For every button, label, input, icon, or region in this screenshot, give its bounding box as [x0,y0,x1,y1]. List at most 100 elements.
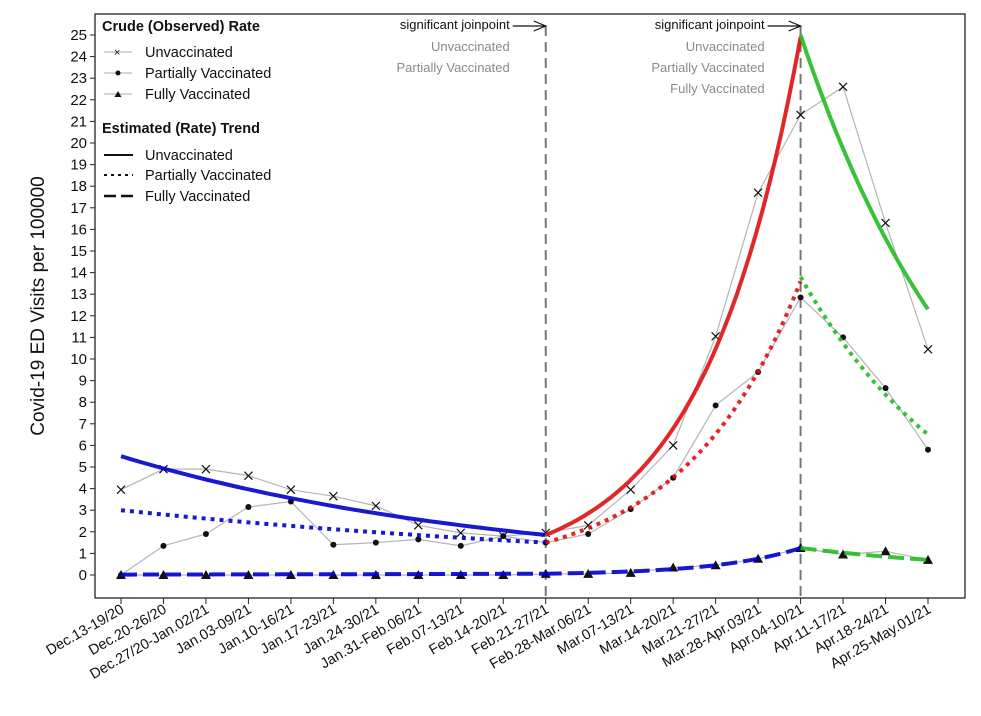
crude-point-x [456,528,466,538]
legend-trend-title: Estimated (Rate) Trend [102,121,260,137]
y-tick-label: 15 [70,243,87,260]
crude-point-triangle [200,570,211,579]
crude-point-triangle [243,570,254,579]
svg-text:Fully Vaccinated: Fully Vaccinated [145,189,250,205]
crude-point-triangle [625,567,636,577]
y-tick-label: 5 [79,459,87,476]
y-tick-label: 25 [70,27,87,44]
crude-point-triangle [880,546,891,556]
y-tick-label: 23 [70,70,87,87]
y-tick-label: 0 [79,567,87,584]
crude-point-x [796,110,806,120]
crude-series [116,82,933,579]
y-tick-label: 10 [70,351,87,368]
trend-line-fully-vaccinated [545,546,802,576]
crude-point-x [371,501,381,511]
svg-text:×: × [114,47,120,59]
crude-point-triangle [583,568,594,578]
crude-point-dot [160,542,167,549]
y-tick-label: 21 [70,113,87,130]
legend-trend-partially: Partially Vaccinated [104,168,271,184]
joinpoint-arrow [767,20,803,32]
legend-trend-fully: Fully Vaccinated [104,189,250,205]
joinpoint-label: significant joinpoint [400,17,510,32]
y-tick-label: 22 [70,92,87,109]
legend-crude-fully: Fully Vaccinated [104,87,250,103]
joinpoint-group-label: Partially Vaccinated [651,60,764,75]
y-tick-label: 7 [79,416,87,433]
crude-point-x [243,471,253,481]
crude-point-x [116,485,126,495]
y-tick-label: 20 [70,135,87,152]
trend-line-partially-vaccinated [798,275,930,437]
svg-text:Unvaccinated: Unvaccinated [145,148,233,164]
y-tick-label: 6 [79,437,87,454]
y-tick-label: 1 [79,545,87,562]
trend-line-unvaccinated [798,34,930,311]
crude-point-dot [797,294,804,301]
crude-point-x [626,485,636,495]
crude-point-x [753,188,763,198]
joinpoint-lines: significant joinpoint Unvaccinated Partial… [397,17,803,598]
y-tick-label: 2 [79,524,87,541]
legend-crude-partially: Partially Vaccinated [104,66,271,82]
legend-crude-unvaccinated: × Unvaccinated [104,45,233,61]
svg-text:Partially Vaccinated: Partially Vaccinated [145,168,271,184]
crude-point-dot [500,533,507,540]
x-axis: Dec.13-19/20Dec.20-26/20Dec.27/20-Jan.02… [44,598,934,683]
crude-point-x [838,82,848,92]
y-axis-label: Covid-19 ED Visits per 100000 [28,176,49,435]
crude-point-dot [712,402,719,409]
crude-point-x [668,440,678,450]
crude-point-dot [330,541,337,548]
svg-text:Fully Vaccinated: Fully Vaccinated [145,87,250,103]
legend-trend-unvaccinated: Unvaccinated [104,148,233,164]
trend-series [120,34,930,577]
crude-point-x [881,218,890,228]
y-tick-label: 24 [70,49,87,66]
legend-crude-title: Crude (Observed) Rate [102,19,260,35]
joinpoint-arrow [512,20,548,32]
y-tick-label: 8 [79,394,87,411]
crude-point-dot [457,542,464,549]
y-tick-label: 17 [70,200,87,217]
y-tick-label: 12 [70,308,87,325]
crude-point-dot [415,536,422,543]
y-tick-label: 11 [71,329,87,346]
y-tick-label: 19 [70,157,87,174]
crude-point-triangle [838,549,849,559]
joinpoint-group-label: Unvaccinated [686,39,765,54]
legend: Crude (Observed) Rate × Unvaccinated Par… [102,19,271,205]
crude-point-x [286,485,296,495]
crude-line [121,547,929,576]
crude-point-dot [202,530,209,537]
trend-line-unvaccinated [544,36,803,537]
crude-point-x [328,491,338,501]
crude-line [120,296,929,576]
y-tick-label: 3 [79,502,87,519]
y-axis: 0123456789101112131415161718192021222324… [70,27,95,584]
crude-line [120,85,929,537]
joinpoint-group-label: Fully Vaccinated [670,81,764,96]
y-tick-label: 18 [70,178,87,195]
y-tick-label: 9 [79,373,87,390]
svg-text:Partially Vaccinated: Partially Vaccinated [145,66,271,82]
crude-point-x [413,520,423,530]
y-tick-label: 14 [70,265,87,282]
svg-text:Unvaccinated: Unvaccinated [145,45,233,61]
crude-point-dot [585,530,592,537]
y-tick-label: 4 [79,481,87,498]
joinpoint-group-label: Partially Vaccinated [397,60,510,75]
y-tick-label: 13 [70,286,87,303]
y-tick-label: 16 [70,221,87,238]
trend-line-fully-vaccinated [121,571,546,577]
plot-frame [94,13,966,599]
crude-point-dot [882,385,889,392]
joinpoint-label: significant joinpoint [655,17,765,32]
crude-point-x [923,344,933,354]
crude-point-dot [372,539,379,546]
trend-line-unvaccinated [120,454,546,537]
crude-point-dot [925,446,931,453]
trend-line-partially-vaccinated [545,280,803,545]
